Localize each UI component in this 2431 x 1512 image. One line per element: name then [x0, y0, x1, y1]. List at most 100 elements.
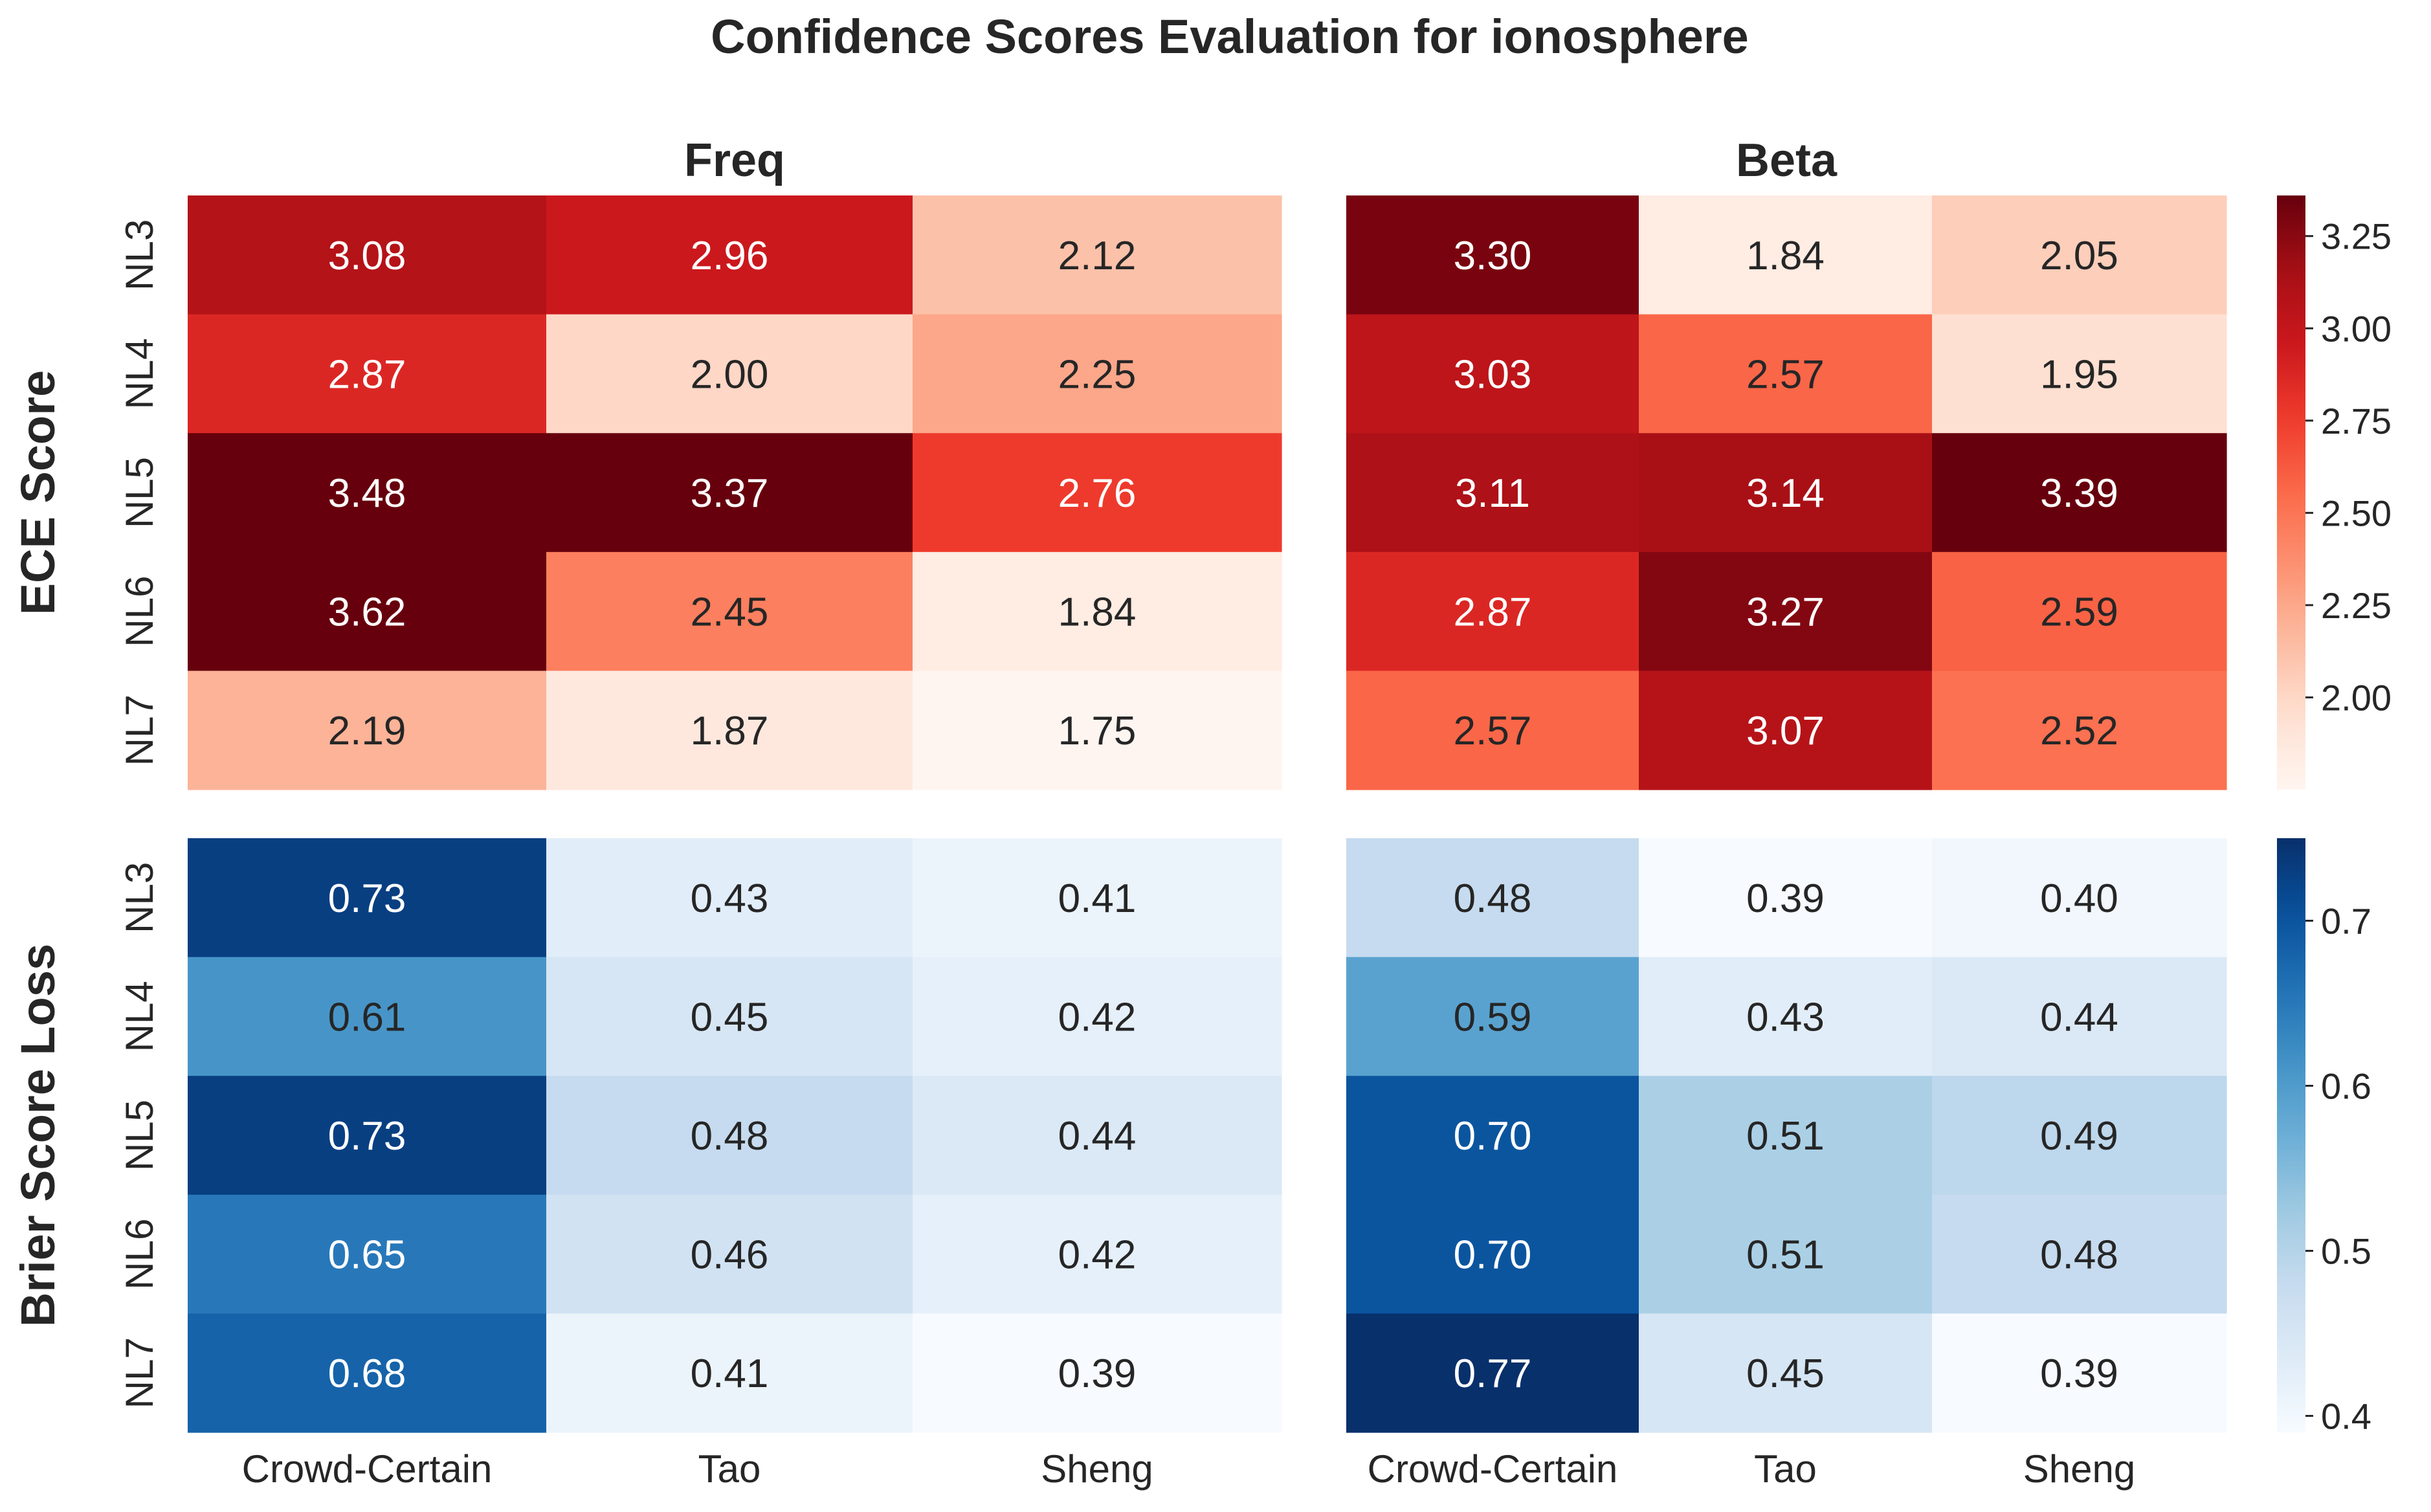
- heatmap-cell: [1346, 957, 1639, 1076]
- heatmap-cell: [188, 671, 547, 790]
- heatmap-cell: [1932, 1194, 2227, 1314]
- heatmap-cell: [1639, 314, 1933, 434]
- cell-value-label: 3.30: [1454, 234, 1532, 278]
- colorbar-tick-label: 2.75: [2321, 401, 2392, 441]
- heatmap-cell: [913, 1076, 1282, 1195]
- cell-value-label: 2.87: [328, 352, 406, 397]
- cell-value-label: 2.57: [1454, 709, 1532, 753]
- cell-value-label: 0.48: [2040, 1233, 2118, 1278]
- y-tick-label: NL7: [118, 1337, 161, 1408]
- cell-value-label: 0.51: [1746, 1233, 1825, 1278]
- cell-value-label: 0.44: [1058, 1114, 1137, 1159]
- heatmap-cell: [188, 838, 547, 958]
- cell-value-label: 2.19: [328, 709, 406, 753]
- heatmap-cell: [546, 314, 913, 434]
- cell-value-label: 0.59: [1454, 995, 1532, 1040]
- heatmap-cell: [1639, 1194, 1933, 1314]
- colorbar-tick-label: 2.25: [2321, 585, 2392, 626]
- cell-value-label: 0.73: [328, 1114, 406, 1159]
- cell-value-label: 3.39: [2040, 471, 2118, 516]
- heatmap-ece-freq: 3.08 2.96 2.12 2.87 2.00 2.25 3.48 3.37 2.76 3.62…: [188, 195, 1282, 790]
- heatmap-brier-freq: 0.73 0.43 0.41 0.61 0.45 0.42 0.73 0.48 0.44 0.65…: [188, 838, 1282, 1433]
- heatmap-cell: [546, 195, 913, 315]
- cell-value-label: 2.76: [1058, 471, 1137, 516]
- cell-value-label: 0.39: [1058, 1351, 1137, 1396]
- cell-value-label: 0.46: [691, 1233, 769, 1278]
- cell-value-label: 1.75: [1058, 709, 1137, 753]
- cell-value-label: 3.07: [1746, 709, 1825, 753]
- cell-value-label: 2.00: [691, 352, 769, 397]
- cell-value-label: 0.48: [691, 1114, 769, 1159]
- heatmap-cell: [546, 838, 913, 958]
- cell-value-label: 0.41: [1058, 876, 1137, 921]
- heatmap-cell: [1639, 671, 1933, 790]
- cell-value-label: 1.95: [2040, 352, 2118, 397]
- colorbar-tick-label: 2.00: [2321, 677, 2392, 718]
- panel-title-freq: Freq: [684, 135, 785, 186]
- colorbar-tick-label: 0.6: [2321, 1066, 2371, 1107]
- colorbar-tick-label: 0.7: [2321, 901, 2371, 942]
- heatmap-cell: [546, 671, 913, 790]
- heatmap-cell: [546, 551, 913, 671]
- heatmap-cell: [188, 1313, 547, 1433]
- colorbar-tick-label: 2.50: [2321, 493, 2392, 533]
- heatmap-cell: [188, 551, 547, 671]
- heatmap-cell: [913, 1313, 1282, 1433]
- cell-value-label: 2.87: [1454, 590, 1532, 635]
- cell-value-label: 0.73: [328, 876, 406, 921]
- heatmap-cell: [1932, 433, 2227, 553]
- y-tick-label: NL5: [118, 457, 161, 528]
- cell-value-label: 2.52: [2040, 709, 2118, 753]
- heatmap-brier-beta: 0.48 0.39 0.40 0.59 0.43 0.44 0.70 0.51 0.49 0.70…: [1346, 838, 2227, 1433]
- heatmap-cell: [1346, 1076, 1639, 1195]
- cell-value-label: 0.39: [1746, 876, 1825, 921]
- colorbar-tick-label: 3.25: [2321, 216, 2392, 257]
- heatmap-ece-beta: 3.30 1.84 2.05 3.03 2.57 1.95 3.11 3.14 3.39 2.87…: [1346, 195, 2227, 790]
- y-tick-label: NL3: [118, 862, 161, 933]
- heatmap-cell: [913, 671, 1282, 790]
- cell-value-label: 1.84: [1058, 590, 1137, 635]
- cell-value-label: 0.77: [1454, 1351, 1532, 1396]
- heatmap-cell: [1346, 433, 1639, 553]
- y-tick-label: NL7: [118, 695, 161, 766]
- x-tick-label: Sheng: [2023, 1447, 2136, 1491]
- heatmap-cell: [546, 433, 913, 553]
- colorbar-tick-label: 3.00: [2321, 308, 2392, 349]
- heatmap-cell: [188, 1194, 547, 1314]
- heatmap-cell: [1932, 551, 2227, 671]
- heatmap-cell: [913, 551, 1282, 671]
- heatmap-cell: [913, 195, 1282, 315]
- y-tick-label: NL5: [118, 1100, 161, 1171]
- cell-value-label: 1.87: [691, 709, 769, 753]
- cell-value-label: 3.37: [691, 471, 769, 516]
- colorbar-ece: [2277, 195, 2305, 790]
- heatmap-cell: [1346, 1194, 1639, 1314]
- cell-value-label: 0.70: [1454, 1114, 1532, 1159]
- heatmap-cell: [1639, 1313, 1933, 1433]
- colorbar-tick-label: 0.4: [2321, 1396, 2371, 1437]
- heatmap-panels: 3.08 2.96 2.12 2.87 2.00 2.25 3.48 3.37 2.76 3.62…: [11, 135, 2392, 1491]
- cell-value-label: 0.39: [2040, 1351, 2118, 1396]
- heatmap-cell: [188, 1076, 547, 1195]
- heatmap-cell: [1639, 433, 1933, 553]
- heatmap-cell: [1932, 1313, 2227, 1433]
- heatmap-cell: [913, 838, 1282, 958]
- heatmap-cell: [913, 314, 1282, 434]
- cell-value-label: 0.70: [1454, 1233, 1532, 1278]
- figure-title: Confidence Scores Evaluation for ionosph…: [711, 10, 1749, 63]
- panel-title-beta: Beta: [1736, 135, 1837, 186]
- cell-value-label: 1.84: [1746, 234, 1825, 278]
- heatmap-cell: [188, 433, 547, 553]
- cell-value-label: 0.43: [691, 876, 769, 921]
- cell-value-label: 0.45: [1746, 1351, 1825, 1396]
- cell-value-label: 3.27: [1746, 590, 1825, 635]
- cell-value-label: 0.65: [328, 1233, 406, 1278]
- x-tick-label: Crowd-Certain: [242, 1447, 493, 1491]
- row-title-ece: ECE Score: [11, 370, 65, 615]
- colorbar-tick-label: 0.5: [2321, 1231, 2371, 1272]
- cell-value-label: 3.11: [1455, 471, 1530, 516]
- heatmap-cell: [1346, 838, 1639, 958]
- cell-value-label: 3.62: [328, 590, 406, 635]
- heatmap-cell: [1346, 195, 1639, 315]
- cell-value-label: 3.48: [328, 471, 406, 516]
